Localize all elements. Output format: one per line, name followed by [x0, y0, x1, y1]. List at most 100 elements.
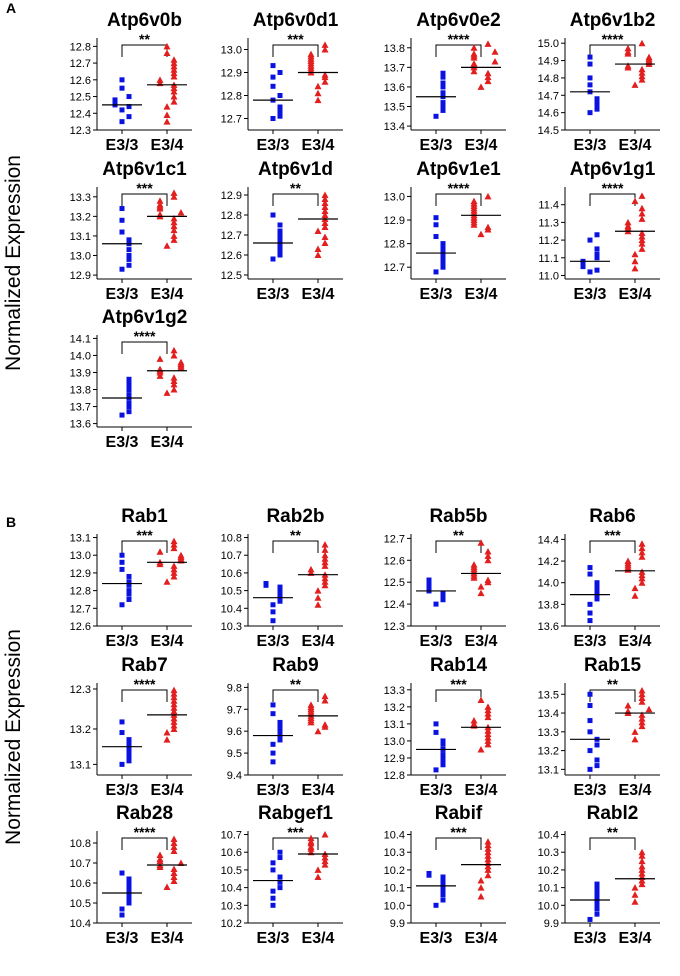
data-point-E3-4	[163, 111, 171, 118]
data-point-E3-3	[594, 902, 600, 908]
data-point-E3-4	[156, 548, 164, 555]
y-tick-label: 13.0	[384, 736, 405, 748]
data-point-E3-3	[594, 588, 600, 594]
data-point-E3-3	[270, 618, 276, 624]
y-tick-label: 13.1	[70, 759, 91, 771]
data-point-E3-4	[321, 195, 329, 202]
data-point-E3-3	[126, 579, 132, 585]
plot-rab2b: Rab2b 10.3 10.4 10.5 10.6 10.7 10.8 E3/3 E3/4 **	[221, 506, 343, 650]
data-point-E3-3	[277, 228, 283, 234]
data-point-E3-4	[470, 59, 478, 67]
significance-stars: ****	[134, 824, 156, 840]
data-point-E3-4	[484, 740, 492, 748]
data-point-E3-4	[321, 78, 329, 85]
data-point-E3-4	[638, 857, 646, 865]
data-point-E3-4	[484, 706, 492, 714]
data-point-E3-3	[587, 618, 593, 624]
significance-stars: **	[607, 676, 618, 692]
data-point-E3-4	[170, 386, 178, 393]
data-point-E3-3	[587, 703, 593, 709]
data-point-E3-3	[440, 107, 446, 113]
significance-bracket	[435, 44, 482, 57]
plot-atp6v1c1: Atp6v1c1 12.9 13.0 13.1 13.2 13.3 E3/3 E3/4 ***	[70, 159, 192, 303]
plot-title: Rab1	[121, 506, 168, 527]
data-point-E3-4	[170, 541, 178, 548]
data-point-E3-4	[314, 251, 322, 258]
significance-bracket	[435, 193, 482, 206]
data-point-E3-4	[321, 861, 329, 868]
plot-title: Atp6v1g2	[102, 307, 188, 328]
x-tick-label: E3/4	[619, 633, 652, 650]
y-tick-label: 12.7	[384, 262, 405, 274]
data-point-E3-4	[170, 84, 178, 92]
x-tick-label: E3/3	[420, 782, 453, 799]
x-tick-label: E3/4	[302, 782, 335, 799]
data-point-E3-3	[440, 738, 446, 744]
y-tick-label: 12.3	[70, 684, 91, 696]
data-point-E3-4	[638, 229, 646, 236]
plot-atp6v1g2: Atp6v1g2 13.6 13.7 13.8 13.9 14.0 14.1 E3/3 E3/4…	[70, 307, 192, 451]
data-point-E3-3	[277, 728, 283, 734]
data-point-E3-3	[440, 259, 446, 265]
data-point-E3-4	[307, 50, 315, 58]
data-point-E3-3	[440, 874, 446, 880]
data-point-E3-4	[170, 725, 178, 732]
y-tick-label: 10.6	[221, 568, 242, 580]
data-point-E3-4	[491, 57, 499, 65]
y-axis-label-a: Normalized Expression	[2, 155, 25, 371]
data-point-E3-4	[170, 351, 178, 359]
data-point-E3-3	[119, 412, 125, 418]
data-point-E3-3	[119, 719, 125, 725]
data-point-E3-4	[170, 572, 178, 580]
data-point-E3-3	[277, 232, 283, 238]
data-point-E3-4	[624, 62, 632, 69]
data-point-E3-4	[477, 877, 485, 884]
data-point-E3-4	[156, 855, 164, 862]
data-point-E3-3	[594, 906, 600, 912]
significance-bracket	[589, 44, 636, 57]
data-point-E3-4	[156, 201, 164, 208]
data-point-E3-3	[440, 878, 446, 884]
y-tick-label: 13.9	[70, 367, 91, 379]
data-point-E3-3	[440, 70, 446, 76]
y-tick-label: 12.3	[70, 125, 91, 137]
data-point-E3-3	[594, 96, 600, 102]
data-point-E3-4	[470, 67, 478, 75]
data-point-E3-4	[638, 210, 646, 217]
significance-bracket	[121, 540, 168, 553]
data-point-E3-4	[321, 697, 329, 704]
x-tick-label: E3/4	[151, 286, 184, 303]
y-tick-label: 13.1	[538, 764, 559, 776]
plot-title: Rabgef1	[258, 803, 333, 824]
data-point-E3-4	[631, 735, 639, 743]
significance-bracket	[272, 193, 319, 206]
y-tick-label: 14.0	[70, 350, 91, 362]
data-point-E3-4	[170, 718, 178, 725]
data-point-E3-4	[484, 727, 492, 734]
data-point-E3-3	[126, 383, 132, 389]
plot-rab14: Rab14 12.8 12.9 13.0 13.1 13.2 13.3 E3/3 E3/4 ***	[384, 655, 506, 799]
data-point-E3-4	[163, 578, 171, 585]
y-tick-label: 12.6	[70, 75, 91, 87]
y-tick-label: 13.0	[70, 550, 91, 562]
x-tick-label: E3/3	[420, 137, 453, 154]
y-tick-label: 10.4	[221, 603, 242, 615]
data-point-E3-4	[484, 77, 492, 85]
data-point-E3-3	[594, 251, 600, 257]
data-point-E3-3	[126, 751, 132, 757]
y-tick-label: 10.7	[221, 550, 242, 562]
y-tick-label: 12.3	[384, 621, 405, 633]
significance-stars: ****	[134, 676, 156, 692]
y-tick-label: 10.1	[538, 883, 559, 895]
x-tick-label: E3/4	[465, 930, 498, 947]
x-tick-label: E3/4	[151, 930, 184, 947]
significance-stars: ***	[450, 824, 467, 840]
y-tick-label: 10.0	[384, 900, 405, 912]
data-point-E3-4	[314, 866, 322, 873]
plot-title: Atp6v1e1	[416, 159, 501, 180]
y-tick-label: 12.8	[70, 41, 91, 53]
data-point-E3-4	[638, 579, 646, 586]
data-point-E3-4	[170, 374, 178, 381]
data-point-E3-3	[263, 581, 269, 587]
data-point-E3-4	[170, 222, 178, 230]
